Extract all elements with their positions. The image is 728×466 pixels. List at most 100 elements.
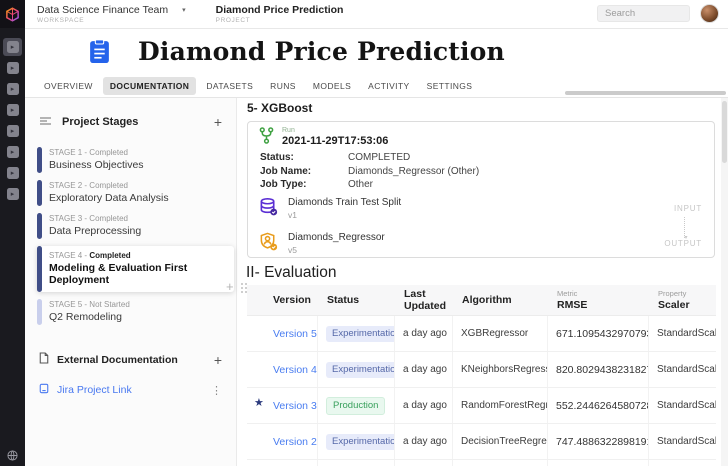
stage-progress-bar xyxy=(37,299,42,325)
column-header: Version xyxy=(273,294,311,306)
project-switcher[interactable]: Diamond Price Prediction PROJECT xyxy=(216,4,344,24)
stage-label: STAGE 3 - Completed xyxy=(49,214,128,223)
version-link[interactable]: Version 3 xyxy=(273,399,317,412)
tab-datasets[interactable]: DATASETS xyxy=(206,81,254,91)
tab-overview[interactable]: OVERVIEW xyxy=(44,81,93,91)
empty-cell xyxy=(452,460,547,466)
globe-icon[interactable] xyxy=(0,450,25,461)
document-icon xyxy=(39,351,49,369)
empty-cell xyxy=(247,460,317,466)
version-link[interactable]: Version 4 xyxy=(273,363,317,376)
field-value: Other xyxy=(348,179,374,191)
nav-icon[interactable]: ▸ xyxy=(3,59,22,77)
status-badge: Experimentation xyxy=(326,361,394,378)
status-badge: Production xyxy=(326,396,386,415)
nav-icon[interactable]: ▸ xyxy=(3,80,22,98)
app-logo-icon[interactable] xyxy=(0,0,25,28)
vertical-scrollbar-thumb[interactable] xyxy=(722,101,727,163)
artifact-dataset[interactable]: Diamonds Train Test Split v1 xyxy=(259,197,401,221)
empty-cell xyxy=(317,460,394,466)
stage-item[interactable]: STAGE 2 - Completed Exploratory Data Anal… xyxy=(37,180,224,206)
status-cell: Production xyxy=(317,388,394,423)
empty-cell xyxy=(648,460,716,466)
chevron-down-icon[interactable]: ▾ xyxy=(182,7,186,14)
nav-icon[interactable]: ▸ xyxy=(3,185,22,203)
stages-panel-title: Project Stages xyxy=(62,116,139,128)
rmse-cell: 747.4886322898191 xyxy=(547,424,648,459)
rmse-cell: 552.2446264580728 xyxy=(547,388,648,423)
nav-icon-active[interactable]: ▸ xyxy=(3,38,22,56)
version-link[interactable]: Version 5 xyxy=(273,327,317,340)
external-doc-link-row: Jira Project Link ⋮ xyxy=(39,381,222,399)
table-header: Version Status Last Updated Algorithm Me… xyxy=(247,285,716,316)
scaler-cell: StandardScaler xyxy=(648,388,716,423)
stage-title: Q2 Remodeling xyxy=(49,311,122,323)
nav-rail: ▸ ▸ ▸ ▸ ▸ ▸ ▸ ▸ xyxy=(0,0,25,466)
nav-rail-icons: ▸ ▸ ▸ ▸ ▸ ▸ ▸ ▸ xyxy=(0,38,25,203)
algorithm-cell: DecisionTreeRegressor xyxy=(452,424,547,459)
nav-icon[interactable]: ▸ xyxy=(3,143,22,161)
jira-project-link[interactable]: Jira Project Link xyxy=(57,384,132,396)
tab-bar: OVERVIEW DOCUMENTATION DATASETS RUNS MODELS A… xyxy=(25,75,728,98)
column-subheader: Property xyxy=(658,289,687,298)
block-drag-handle-icon[interactable] xyxy=(240,281,248,299)
stage-progress-bar xyxy=(37,246,42,292)
add-stage-button[interactable]: + xyxy=(213,114,222,130)
workspace-type-label: WORKSPACE xyxy=(37,17,85,24)
stage-item[interactable]: STAGE 4 - Completed Modeling & Evaluation… xyxy=(37,246,234,292)
kebab-menu-icon[interactable]: ⋮ xyxy=(211,384,222,397)
stage-progress-bar xyxy=(37,213,42,239)
version-cell: ★ Version 3 xyxy=(247,388,317,423)
tab-models[interactable]: MODELS xyxy=(312,81,352,91)
artifact-version: v5 xyxy=(288,245,297,255)
vertical-scrollbar[interactable] xyxy=(721,98,728,466)
column-header: Algorithm xyxy=(462,294,512,306)
stage-title: Data Preprocessing xyxy=(49,225,142,237)
eval-table-body: Version 5 Experimentation a day ago XGBRegr… xyxy=(247,316,716,466)
io-connector-line xyxy=(684,217,685,238)
output-label: OUTPUT xyxy=(664,239,702,248)
horizontal-scrollbar-thumb[interactable] xyxy=(565,91,726,95)
section-title-xgboost: 5- XGBoost xyxy=(247,101,313,115)
version-link[interactable]: Version 2 xyxy=(273,435,317,448)
nav-item-icon: ▸ xyxy=(6,104,19,116)
stage-item[interactable]: STAGE 3 - Completed Data Preprocessing xyxy=(37,213,224,239)
nav-icon[interactable]: ▸ xyxy=(3,122,22,140)
stage-item[interactable]: STAGE 5 - Not Started Q2 Remodeling xyxy=(37,299,224,325)
version-cell: Version 4 xyxy=(247,352,317,387)
field-label: Job Type: xyxy=(260,179,307,191)
stage-title: Business Objectives xyxy=(49,159,144,171)
nav-icon[interactable]: ▸ xyxy=(3,164,22,182)
project-name: Diamond Price Prediction xyxy=(215,4,344,16)
run-id[interactable]: 2021-11-29T17:53:06 xyxy=(282,135,389,147)
tab-activity[interactable]: ACTIVITY xyxy=(368,81,410,91)
last-updated-cell: a day ago xyxy=(394,352,452,387)
stage-progress-bar xyxy=(37,147,42,173)
add-block-button[interactable]: + xyxy=(226,279,234,294)
artifact-name[interactable]: Diamonds Train Test Split xyxy=(288,197,402,208)
run-fork-icon xyxy=(259,127,274,149)
last-updated-cell: a day ago xyxy=(394,388,452,423)
drag-handle-icon[interactable] xyxy=(39,113,52,131)
field-label: Status: xyxy=(260,152,294,164)
stage-item[interactable]: STAGE 1 - Completed Business Objectives xyxy=(37,147,224,173)
artifact-name[interactable]: Diamonds_Regressor xyxy=(288,232,385,243)
add-external-doc-button[interactable]: + xyxy=(213,352,222,368)
user-avatar[interactable] xyxy=(700,4,719,23)
workspace-switcher[interactable]: Data Science Finance Team ▾ WORKSPACE xyxy=(37,4,186,24)
star-icon[interactable]: ★ xyxy=(254,397,264,409)
run-card[interactable]: Run 2021-11-29T17:53:06 Status: COMPLETED… xyxy=(247,121,715,258)
search-input[interactable] xyxy=(597,5,690,22)
rmse-cell: 820.8029438231827 xyxy=(547,352,648,387)
tab-runs[interactable]: RUNS xyxy=(270,81,296,91)
column-header: Status xyxy=(327,294,360,306)
last-updated-cell: a day ago xyxy=(394,424,452,459)
external-docs-title: External Documentation xyxy=(57,354,178,366)
nav-icon[interactable]: ▸ xyxy=(3,101,22,119)
tab-documentation[interactable]: DOCUMENTATION xyxy=(102,77,197,95)
algorithm-cell: XGBRegressor xyxy=(452,316,547,351)
input-label: INPUT xyxy=(674,204,702,213)
tab-settings[interactable]: SETTINGS xyxy=(426,81,473,91)
artifact-model[interactable]: Diamonds_Regressor v5 xyxy=(259,232,385,256)
